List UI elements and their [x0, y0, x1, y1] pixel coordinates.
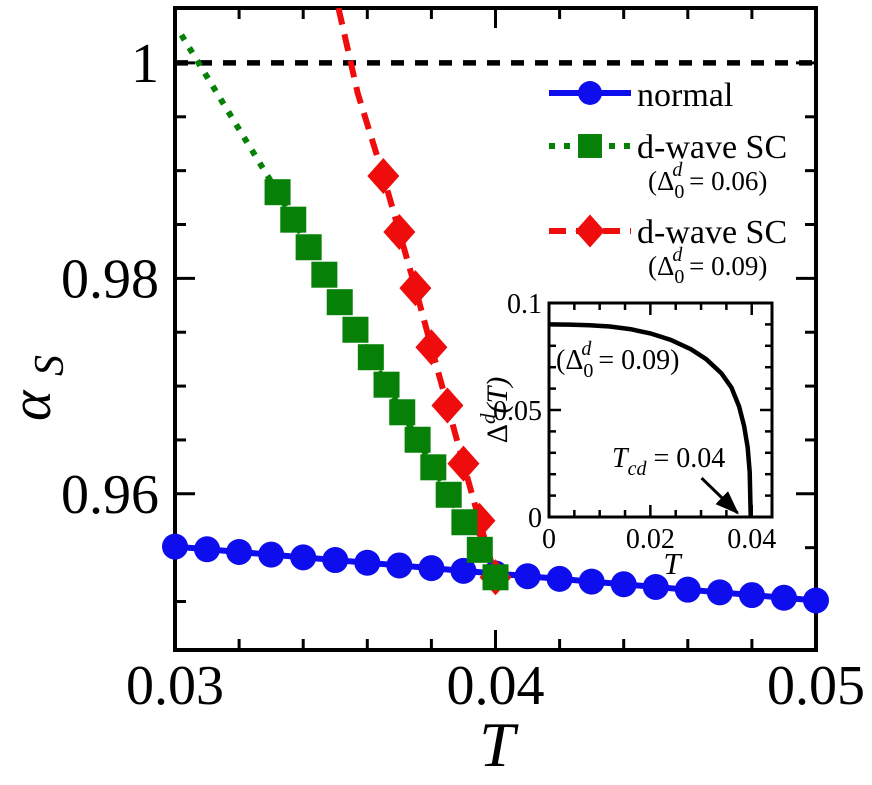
legend-label-dwave-009: d-wave SC: [637, 214, 787, 251]
marker-circle: [194, 536, 221, 563]
marker-circle: [546, 565, 573, 592]
inset-annotation-arrow: [700, 476, 739, 515]
x-axis-label: T: [479, 709, 519, 780]
marker-circle: [162, 533, 188, 560]
marker-square: [311, 261, 338, 288]
marker-circle: [450, 557, 477, 584]
x-tick-label: 0.04: [447, 655, 545, 717]
marker-square: [389, 399, 416, 426]
marker-circle: [258, 541, 285, 568]
legend-entry-dwave-006: d-wave SC (Δ0d = 0.06): [549, 129, 787, 203]
axis-ticks: [173, 8, 818, 650]
marker-diamond: [431, 387, 464, 424]
marker-diamond: [367, 158, 400, 195]
y-tick-labels: 1 0.98 0.96: [61, 33, 159, 526]
series-line-2: [335, 8, 499, 579]
marker-square: [466, 536, 493, 563]
legend-marker-diamond: [575, 214, 605, 248]
marker-diamond: [399, 270, 432, 307]
legend-sublabel-dwave-009: (Δ0d = 0.09): [648, 244, 767, 288]
y-axis-label-base: α: [0, 389, 63, 421]
marker-square: [373, 371, 400, 398]
y-tick-label: 0.98: [61, 248, 159, 310]
marker-circle: [514, 563, 541, 590]
marker-diamond: [575, 214, 605, 248]
marker-square: [264, 179, 291, 206]
marker-square: [326, 289, 353, 316]
marker-circle: [354, 549, 381, 576]
inset-gap-curve: [548, 322, 753, 518]
tc-arrow: [700, 476, 739, 515]
marker-circle: [610, 571, 637, 598]
inset-y-axis-label: Δd(T): [476, 377, 514, 443]
inset-y-tick-label: 0: [528, 503, 542, 534]
marker-circle: [578, 568, 605, 595]
inset-x-tick-labels: 0 0.02 0.04: [542, 524, 776, 555]
marker-square: [420, 454, 447, 481]
inset-plot: 0 0.02 0.04 0.10.050 T Δd(T) (Δ0d = 0.09) …: [476, 289, 776, 581]
x-tick-label: 0.05: [767, 655, 865, 717]
marker-circle: [642, 573, 669, 600]
series-markers: [162, 158, 829, 614]
legend-sublabel-dwave-006: (Δ0d = 0.06): [648, 159, 767, 203]
marker-circle: [290, 544, 317, 571]
inset-curve-group: [548, 322, 753, 518]
marker-circle: [738, 582, 765, 609]
inset-y-tick-label: 0.05: [493, 396, 542, 427]
marker-circle: [386, 552, 413, 579]
x-tick-labels: 0.03 0.04 0.05: [126, 655, 865, 717]
legend-label-dwave-006: d-wave SC: [637, 129, 787, 166]
marker-diamond: [415, 329, 448, 366]
legend-entry-dwave-009: d-wave SC (Δ0d = 0.09): [549, 214, 787, 288]
marker-circle: [770, 584, 797, 611]
inset-x-tick-label: 0: [542, 524, 556, 555]
legend-marker-square: [578, 134, 602, 158]
marker-square: [578, 134, 602, 158]
marker-circle: [674, 576, 701, 603]
marker-diamond: [447, 445, 480, 482]
marker-square: [435, 481, 462, 508]
legend-entry-normal: normal: [549, 77, 733, 114]
marker-circle: [226, 538, 253, 565]
marker-circle: [578, 81, 602, 105]
marker-square: [404, 426, 431, 453]
y-axis-label: α S: [0, 355, 73, 421]
inset-y-tick-label: 0.1: [507, 289, 542, 320]
marker-circle: [803, 587, 829, 614]
main-plot: 0.03 0.04 0.05 1 0.98 0.96 T α S: [0, 6, 865, 780]
inset-tc-annotation: Tcd = 0.04: [612, 443, 725, 480]
inset-y-tick-labels: 0.1 0.05 0: [493, 289, 542, 534]
inset-gap-annotation: (Δ0d = 0.09): [556, 338, 679, 382]
inset-x-axis-label: T: [663, 546, 683, 581]
inset-x-tick-label: 0.02: [626, 524, 675, 555]
marker-square: [342, 316, 369, 343]
marker-circle: [418, 555, 445, 582]
marker-circle: [322, 547, 349, 574]
inset-axis-ticks: [547, 301, 772, 519]
y-axis-label-sub: S: [27, 355, 73, 376]
marker-circle: [706, 579, 733, 606]
inset-x-tick-label: 0.04: [727, 524, 776, 555]
legend: normal d-wave SC (Δ0d = 0.06) d-wave SC …: [549, 77, 787, 288]
marker-square: [482, 564, 509, 591]
legend-marker-circle: [578, 81, 602, 105]
marker-square: [295, 234, 322, 261]
marker-square: [280, 206, 307, 233]
marker-square: [451, 509, 478, 536]
x-tick-label: 0.03: [126, 655, 224, 717]
y-tick-label: 0.96: [61, 464, 159, 526]
legend-label-normal: normal: [637, 77, 733, 114]
marker-square: [357, 344, 384, 371]
y-tick-label: 1: [131, 33, 159, 95]
marker-diamond: [383, 214, 416, 251]
